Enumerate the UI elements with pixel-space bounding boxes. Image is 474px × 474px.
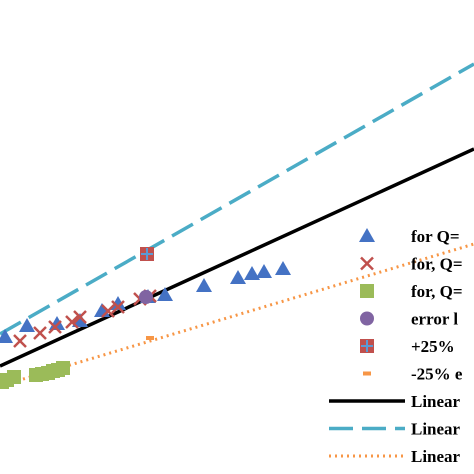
legend-symbol-triangle [359, 228, 375, 242]
legend-entry-5: -25% e [363, 365, 463, 384]
point-triangle-11 [256, 264, 272, 278]
point-triangle-3 [72, 313, 88, 327]
point-triangle-7 [157, 287, 173, 301]
point-circle-0 [139, 290, 153, 304]
point-cross-6 [111, 300, 125, 314]
trend-line-solid [0, 147, 474, 368]
legend-label: for Q= [411, 227, 460, 246]
point-cross-1-stroke-b [33, 326, 47, 340]
point-square-2 [7, 370, 21, 384]
point-cross-2 [48, 320, 62, 334]
point-cross-1 [33, 326, 47, 340]
point-cross-4 [73, 310, 87, 324]
legend-label: error l [411, 310, 458, 329]
legend-symbol-dash [363, 371, 371, 376]
legend-label: Linear [411, 392, 461, 411]
legend-entry-7: Linear [329, 420, 461, 439]
point-cross-2-stroke-b [48, 320, 62, 334]
legend-symbol-cross-stroke-b [360, 256, 374, 271]
point-triangle-8 [196, 278, 212, 292]
legend-entry-3: error l [360, 310, 458, 329]
legend-entry-1: for, Q= [360, 255, 463, 274]
point-triangle-9 [230, 270, 246, 284]
legend-label: -25% e [411, 365, 463, 384]
point-cross-3-stroke-b [65, 315, 79, 329]
plot-area [0, 62, 474, 389]
legend-label: Linear [411, 447, 461, 466]
point-cross-3 [65, 315, 79, 329]
point-triangle-10 [244, 266, 260, 280]
trend-line-dashed [0, 62, 474, 336]
point-triangle-0 [0, 329, 13, 343]
point-cross-4-stroke-b [73, 310, 87, 324]
legend-label: for, Q= [411, 255, 463, 274]
legend-label: +25% [411, 337, 455, 356]
legend-entry-8: Linear [329, 447, 461, 466]
point-square-8 [56, 361, 70, 375]
legend-entry-4: +25% [360, 337, 455, 356]
trend-line-dotted [0, 242, 474, 388]
point-cross-5 [101, 304, 115, 318]
point-dash-0 [146, 336, 154, 340]
legend-entry-2: for, Q= [360, 282, 463, 301]
point-cross-6-stroke-b [111, 300, 125, 314]
legend-symbol-cross [360, 256, 374, 271]
point-cross-0 [13, 334, 27, 348]
point-cross-5-stroke-b [101, 304, 115, 318]
point-triangle-1 [19, 318, 35, 332]
legend-label: for, Q= [411, 282, 463, 301]
point-plus-square-0 [140, 247, 154, 261]
legend-symbol-circle [360, 311, 374, 326]
point-triangle-12 [275, 261, 291, 275]
legend-entry-6: Linear [329, 392, 461, 411]
legend-symbol-plus-square [360, 339, 374, 353]
point-cross-0-stroke-b [13, 334, 27, 348]
legend-entry-0: for Q= [359, 227, 460, 246]
legend-label: Linear [411, 420, 461, 439]
legend: for Q= for, Q= for, Q= error l +25% -25% e Lin… [329, 227, 463, 466]
legend-symbol-square [360, 284, 374, 298]
